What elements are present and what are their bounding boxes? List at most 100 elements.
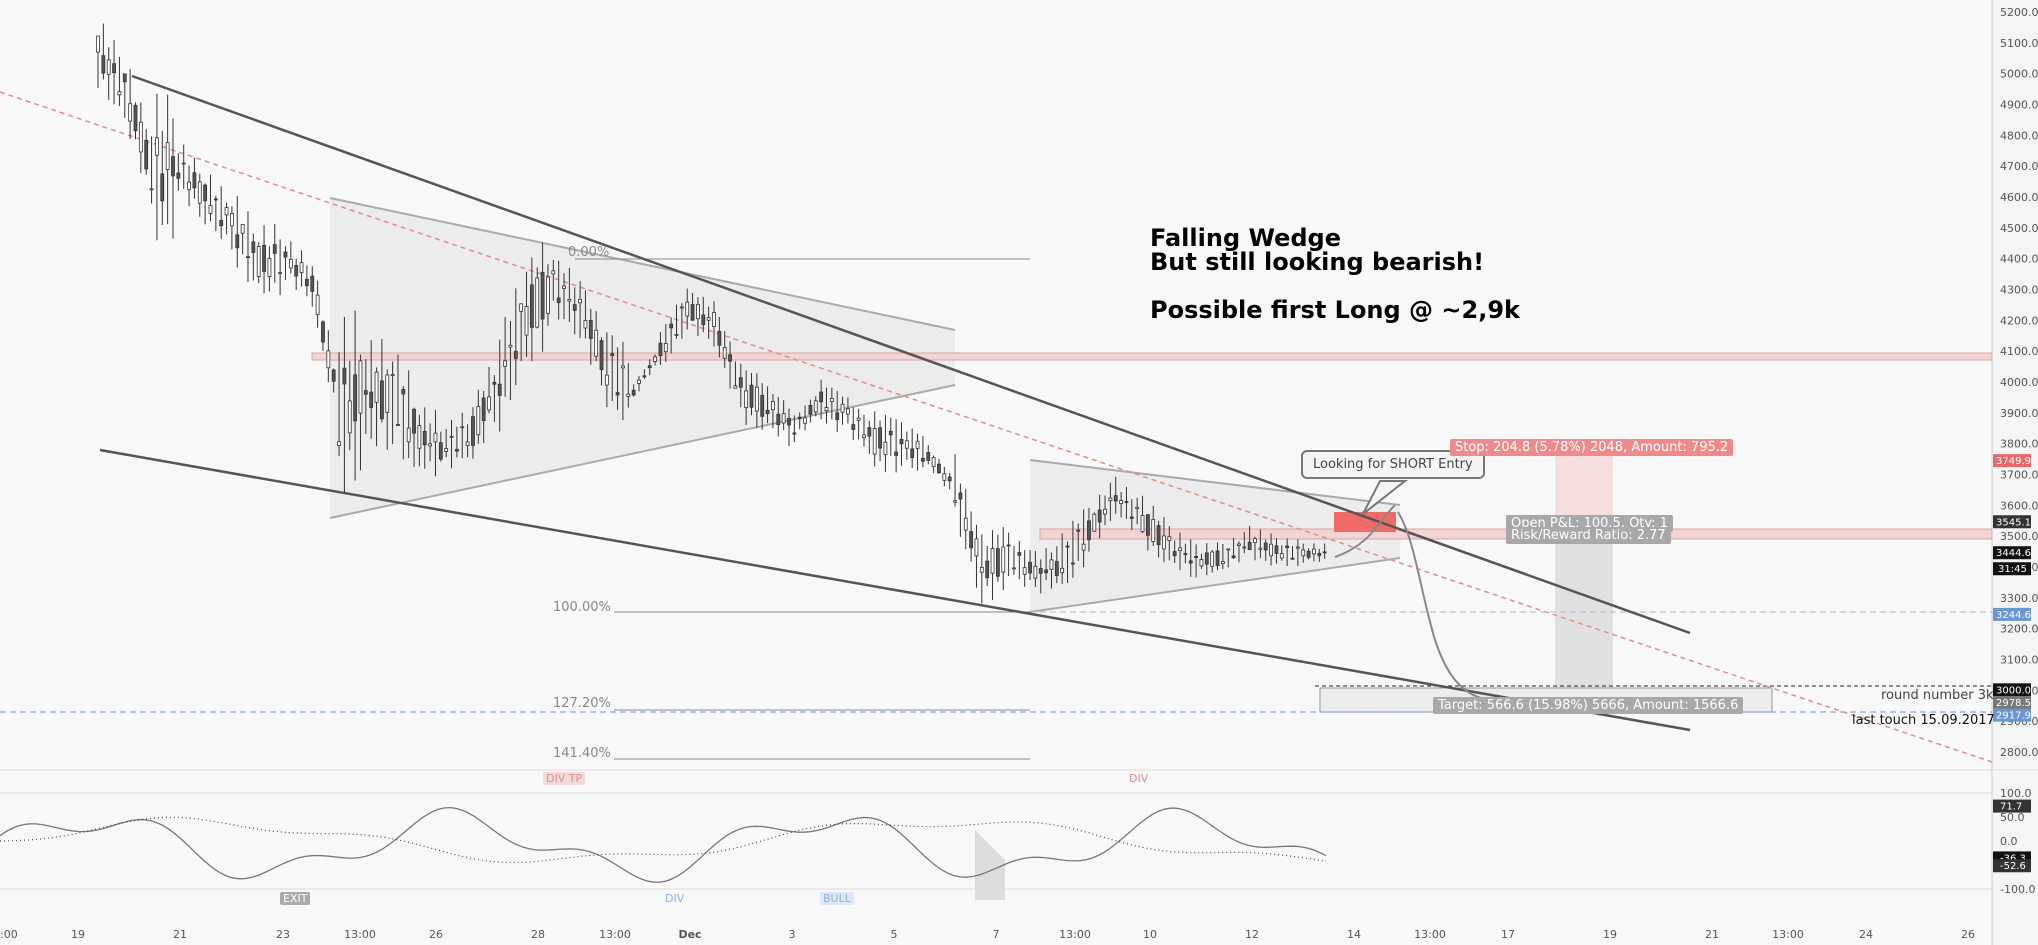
candle-body bbox=[942, 473, 947, 481]
time-tick-label: :00 bbox=[0, 928, 18, 941]
price-tick-label: 3700.0 bbox=[2000, 469, 2038, 482]
candle-body bbox=[283, 251, 288, 258]
candle-body bbox=[187, 181, 191, 190]
candle-body bbox=[337, 441, 341, 446]
candle-body bbox=[133, 104, 138, 132]
candle-body bbox=[181, 162, 186, 165]
candle-body bbox=[1285, 545, 1290, 549]
last-touch-note: last touch 15.09.2017 bbox=[1852, 713, 1995, 728]
candle-body bbox=[1242, 546, 1247, 549]
candle-body bbox=[1001, 546, 1006, 573]
price-tick-label: 3600.0 bbox=[2000, 499, 2038, 512]
candle-body bbox=[449, 435, 454, 438]
candle-body bbox=[1113, 495, 1118, 502]
candle-body bbox=[583, 320, 588, 329]
candle-body bbox=[1151, 519, 1156, 542]
candle-body bbox=[781, 413, 786, 424]
price-tick-label: 5200.0 bbox=[2000, 6, 2038, 19]
candle-body bbox=[872, 428, 877, 455]
triangle-2-upper bbox=[1029, 459, 1401, 506]
triangle-1-lower bbox=[329, 384, 956, 519]
candle-body bbox=[744, 390, 749, 409]
time-tick-label: 13:00 bbox=[344, 928, 376, 941]
countdown-label: 31:45 bbox=[1998, 564, 2027, 575]
candle-body bbox=[1119, 500, 1123, 504]
candle-body bbox=[674, 334, 679, 336]
price-tick-label: 3900.0 bbox=[2000, 407, 2038, 420]
time-tick-label: 26 bbox=[1961, 928, 1975, 941]
indicator-tag bbox=[1993, 799, 2031, 813]
candle-body bbox=[149, 188, 154, 191]
indicator-shade bbox=[975, 830, 1005, 900]
time-tick-label: 17 bbox=[1501, 928, 1515, 941]
candle-body bbox=[1076, 529, 1081, 532]
time-tick-label: 12 bbox=[1245, 928, 1259, 941]
candle-body bbox=[631, 389, 636, 396]
candle-body bbox=[862, 434, 866, 439]
candle-body bbox=[235, 234, 240, 249]
candles bbox=[96, 23, 1327, 604]
candle-body bbox=[1065, 545, 1070, 548]
price-tick-label: 3200.0 bbox=[2000, 623, 2038, 636]
candle-body bbox=[251, 241, 256, 253]
candle-body bbox=[696, 304, 700, 320]
indicator-label-div-top1: DIV TP bbox=[543, 772, 586, 785]
candle-body bbox=[262, 244, 266, 272]
candle-body bbox=[551, 270, 556, 275]
candle-body bbox=[1220, 561, 1225, 565]
candle-body bbox=[1097, 509, 1102, 523]
candle-body bbox=[969, 531, 974, 549]
candle-body bbox=[615, 392, 620, 396]
short-entry-callout[interactable]: Looking for SHORT Entry bbox=[1301, 450, 1485, 479]
candle-body bbox=[1231, 555, 1236, 559]
candle-body bbox=[278, 272, 283, 274]
candle-body bbox=[953, 500, 957, 503]
candle-body bbox=[524, 305, 529, 336]
candle-body bbox=[454, 448, 459, 452]
candle-body bbox=[347, 400, 352, 434]
candle-body bbox=[1103, 508, 1107, 515]
candle-body bbox=[1215, 550, 1220, 567]
indicator-tick-label: 100.0 bbox=[2000, 787, 2032, 800]
candle-body bbox=[401, 389, 406, 395]
candle-body bbox=[792, 432, 797, 435]
candle-body bbox=[776, 413, 781, 425]
price-tick-label: 4100.0 bbox=[2000, 345, 2038, 358]
candle-body bbox=[738, 377, 743, 388]
candle-body bbox=[203, 184, 208, 202]
indicator-tag-label: 71.7 bbox=[2000, 802, 2022, 813]
candle-body bbox=[749, 384, 754, 408]
time-tick-label: 23 bbox=[276, 928, 290, 941]
candle-body bbox=[851, 424, 856, 430]
candle-body bbox=[754, 386, 759, 412]
candle-body bbox=[760, 394, 765, 417]
candle-body bbox=[690, 304, 695, 321]
stop-label: Stop: 204.8 (5.78%) 2048, Amount: 795.2 bbox=[1450, 439, 1734, 456]
wedge-lower-line bbox=[99, 448, 1691, 732]
candle-body bbox=[1140, 515, 1145, 532]
price-tick-label: 3500.0 bbox=[2000, 530, 2038, 543]
candle-body bbox=[208, 205, 213, 214]
candle-body bbox=[637, 379, 641, 384]
candle-body bbox=[1060, 567, 1065, 574]
candle-body bbox=[481, 397, 486, 421]
short-entry-box[interactable] bbox=[1334, 512, 1396, 532]
candle-body bbox=[197, 181, 202, 204]
price-tick-label: 3300.0 bbox=[2000, 592, 2038, 605]
candle-body bbox=[1295, 546, 1300, 549]
candle-body bbox=[230, 212, 234, 227]
candle-body bbox=[1279, 553, 1284, 559]
candle-body bbox=[165, 142, 170, 171]
candle-body bbox=[712, 312, 716, 327]
candle-body bbox=[1172, 551, 1177, 557]
title-possible-long: Possible first Long @ ~2,9k bbox=[1150, 296, 1520, 324]
candle-body bbox=[1017, 552, 1022, 556]
candle-body bbox=[465, 441, 470, 446]
indicator-tag-label: -52.6 bbox=[2000, 861, 2026, 872]
candle-body bbox=[315, 294, 320, 316]
indicator-tag bbox=[1993, 859, 2031, 873]
candle-body bbox=[428, 443, 433, 447]
candle-body bbox=[594, 329, 599, 357]
candle-body bbox=[240, 224, 245, 234]
